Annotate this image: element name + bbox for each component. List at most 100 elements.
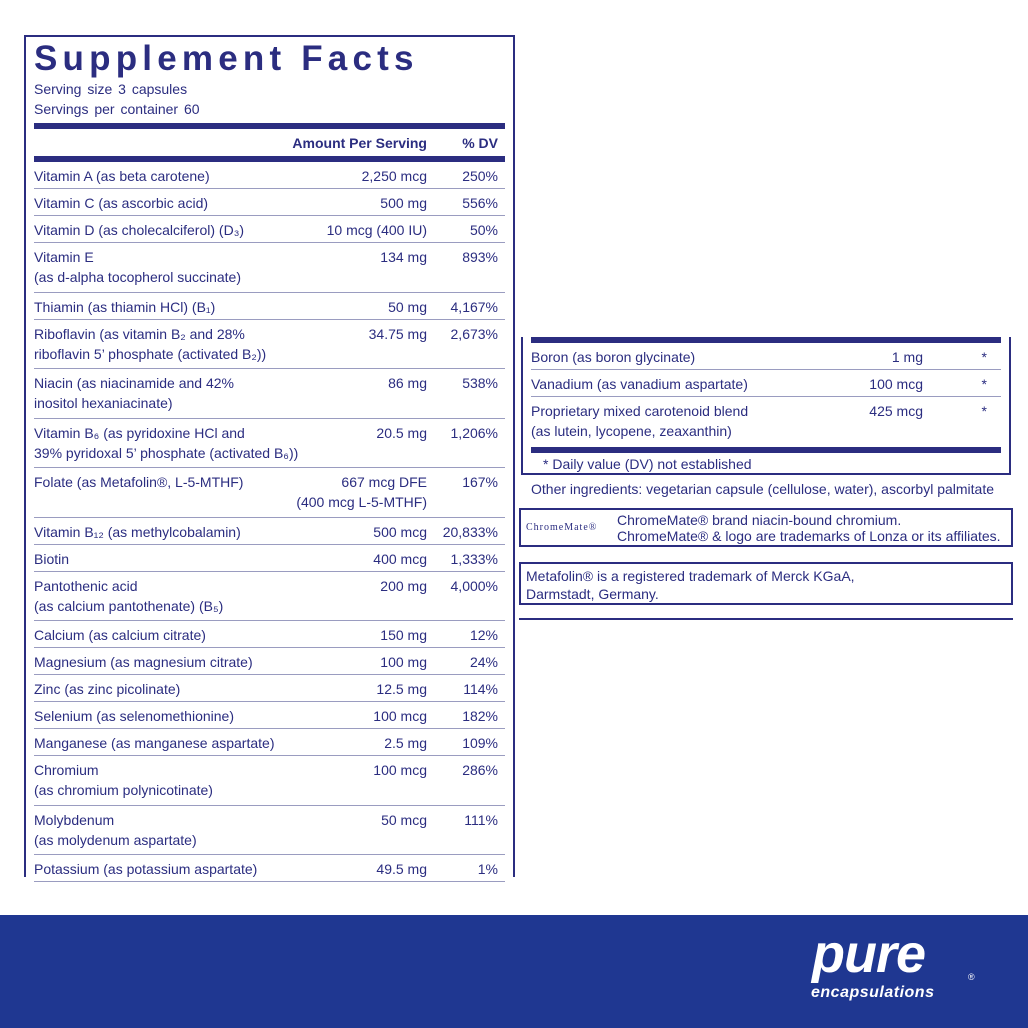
nutrient-row: Folate (as Metafolin®, L-5-MTHF) 667 mcg …	[34, 468, 505, 518]
nutrient-amount: 100 mcg	[373, 708, 427, 724]
nutrient-amount: 100 mcg	[373, 762, 427, 778]
nutrient-row: Pantothenic acid (as calcium pantothenat…	[34, 572, 505, 621]
nutrient-amount: 10 mcg (400 IU)	[326, 222, 427, 238]
nutrient-name: Folate (as Metafolin®, L-5-MTHF)	[34, 474, 244, 490]
nutrient-amount: 86 mg	[388, 375, 427, 391]
nutrient-dv: *	[981, 376, 987, 392]
chromemate-text: ChromeMate® brand niacin-bound chromium.…	[617, 512, 1001, 544]
chromemate-notice: ChromeMate® ChromeMate® brand niacin-bou…	[519, 508, 1013, 547]
nutrient-amount: 1 mg	[891, 349, 923, 365]
nutrient-dv: 893%	[462, 249, 498, 265]
nutrient-amount: 134 mg	[380, 249, 427, 265]
nutrient-amount: 400 mcg	[373, 550, 427, 567]
nutrient-amount: 150 mg	[380, 627, 427, 643]
nutrient-amount: 20.5 mg	[376, 424, 427, 441]
nutrient-row: Magnesium (as magnesium citrate) 100 mg 24…	[34, 648, 505, 675]
brand-logo: pure	[812, 924, 926, 984]
nutrient-dv: 4,167%	[450, 298, 498, 315]
nutrient-name: Niacin (as niacinamide and 42% inositol …	[34, 375, 234, 411]
nutrient-name: Selenium (as selenomethionine)	[34, 708, 234, 724]
nutrient-amount: 500 mg	[380, 195, 427, 211]
nutrient-amount: 667 mcg DFE (400 mcg L-5-MTHF)	[296, 474, 427, 510]
nutrient-name: Magnesium (as magnesium citrate)	[34, 654, 253, 670]
footnote: * Daily value (DV) not established	[543, 455, 752, 472]
nutrient-dv: 1,333%	[450, 550, 498, 567]
nutrient-amount: 2.5 mg	[384, 735, 427, 751]
nutrient-name: Proprietary mixed carotenoid blend (as l…	[531, 403, 749, 439]
nutrient-row: Proprietary mixed carotenoid blend (as l…	[531, 397, 1001, 447]
nutrient-dv: 556%	[462, 195, 498, 211]
nutrient-name: Boron (as boron glycinate)	[531, 349, 696, 365]
nutrient-name: Thiamin (as thiamin HCl) (B₁)	[34, 298, 216, 315]
nutrient-row: Chromium (as chromium polynicotinate) 100…	[34, 756, 505, 806]
nutrient-row: Niacin (as niacinamide and 42% inositol …	[34, 369, 505, 419]
nutrient-row: Thiamin (as thiamin HCl) (B₁) 50 mg 4,167%	[34, 293, 505, 320]
nutrient-row: Boron (as boron glycinate) 1 mg *	[531, 343, 1001, 370]
nutrient-name: Pantothenic acid (as calcium pantothenat…	[34, 577, 224, 614]
column-header: Amount Per Serving % DV	[34, 129, 505, 156]
servings-per-container: Servings per container 60	[34, 101, 200, 117]
brand-banner	[0, 915, 1028, 1028]
nutrient-name: Vitamin B₆ (as pyridoxine HCl and 39% py…	[34, 424, 299, 461]
nutrient-name: Vitamin E (as d-alpha tocopherol succina…	[34, 249, 242, 285]
nutrient-amount: 100 mcg	[869, 376, 923, 392]
chromemate-line2: ChromeMate® & logo are trademarks of Lon…	[617, 527, 1001, 544]
amount-header: Amount Per Serving	[292, 134, 427, 151]
nutrient-dv: 12%	[469, 627, 498, 643]
nutrient-name: Calcium (as calcium citrate)	[34, 627, 206, 643]
nutrient-name: Potassium (as potassium aspartate)	[34, 861, 258, 877]
nutrient-amount: 200 mg	[380, 577, 427, 594]
supplement-facts-panel: Supplement Facts Serving size 3 capsules…	[24, 35, 515, 882]
nutrient-dv: 182%	[462, 708, 498, 724]
serving-size: Serving size 3 capsules	[34, 81, 188, 97]
nutrient-dv: 20,833%	[442, 523, 498, 540]
nutrient-dv: 111%	[464, 811, 498, 828]
nutrient-row: Biotin 400 mcg 1,333%	[34, 545, 505, 572]
nutrient-amount: 49.5 mg	[376, 861, 427, 877]
nutrient-dv: 50%	[469, 222, 498, 238]
nutrient-rows-continued: Boron (as boron glycinate) 1 mg * Vanadium …	[531, 343, 1001, 447]
other-ingredients: Other ingredients: vegetarian capsule (c…	[531, 481, 995, 497]
nutrient-dv: 24%	[469, 654, 498, 670]
nutrient-name: Zinc (as zinc picolinate)	[34, 681, 181, 697]
nutrient-dv: *	[981, 403, 987, 419]
nutrient-dv: 2,673%	[450, 325, 498, 342]
nutrient-amount: 425 mcg	[869, 403, 923, 419]
nutrient-name: Manganese (as manganese aspartate)	[34, 735, 275, 751]
nutrient-dv: 1,206%	[450, 424, 498, 441]
nutrient-row: Potassium (as potassium aspartate) 49.5 m…	[34, 855, 505, 882]
nutrient-name: Vitamin D (as cholecalciferol) (D₃)	[34, 222, 245, 238]
dv-header: % DV	[462, 134, 498, 151]
nutrient-row: Riboflavin (as vitamin B₂ and 28% ribofl…	[34, 320, 505, 369]
nutrient-name: Biotin	[34, 550, 70, 567]
nutrient-row: Manganese (as manganese aspartate) 2.5 mg…	[34, 729, 505, 756]
divider-line	[519, 618, 1013, 620]
nutrient-row: Vanadium (as vanadium aspartate) 100 mcg *	[531, 370, 1001, 397]
nutrient-row: Vitamin B₁₂ (as methylcobalamin) 500 mcg 2…	[34, 518, 505, 545]
nutrient-row: Vitamin A (as beta carotene) 2,250 mcg 250…	[34, 162, 505, 189]
nutrient-name: Vitamin C (as ascorbic acid)	[34, 195, 209, 211]
chromemate-line1: ChromeMate® brand niacin-bound chromium.	[617, 511, 902, 528]
divider-line	[513, 337, 515, 622]
nutrient-name: Vanadium (as vanadium aspartate)	[531, 376, 748, 392]
nutrient-row: Molybdenum (as molydenum aspartate) 50 mc…	[34, 806, 505, 855]
nutrient-row: Vitamin B₆ (as pyridoxine HCl and 39% py…	[34, 419, 505, 468]
nutrient-row: Zinc (as zinc picolinate) 12.5 mg 114%	[34, 675, 505, 702]
supplement-facts-continued: Boron (as boron glycinate) 1 mg * Vanadium …	[521, 337, 1011, 475]
nutrient-name: Molybdenum (as molydenum aspartate)	[34, 811, 197, 848]
nutrient-row: Vitamin C (as ascorbic acid) 500 mg 556%	[34, 189, 505, 216]
nutrient-amount: 2,250 mcg	[361, 168, 427, 184]
nutrient-dv: 109%	[462, 735, 498, 751]
nutrient-dv: 250%	[462, 168, 498, 184]
nutrient-dv: 4,000%	[450, 577, 498, 594]
nutrient-rows: Vitamin A (as beta carotene) 2,250 mcg 250…	[34, 162, 505, 882]
nutrient-dv: 114%	[463, 681, 498, 697]
brand-logo-subtitle: encapsulations	[811, 984, 935, 1001]
registered-mark: ®	[968, 972, 975, 982]
divider-bar	[531, 337, 1001, 343]
divider-bar	[34, 156, 505, 162]
divider-bar	[34, 123, 505, 129]
nutrient-name: Riboflavin (as vitamin B₂ and 28% ribofl…	[34, 325, 267, 362]
nutrient-amount: 34.75 mg	[368, 325, 427, 342]
chromemate-logo: ChromeMate®	[526, 521, 598, 533]
